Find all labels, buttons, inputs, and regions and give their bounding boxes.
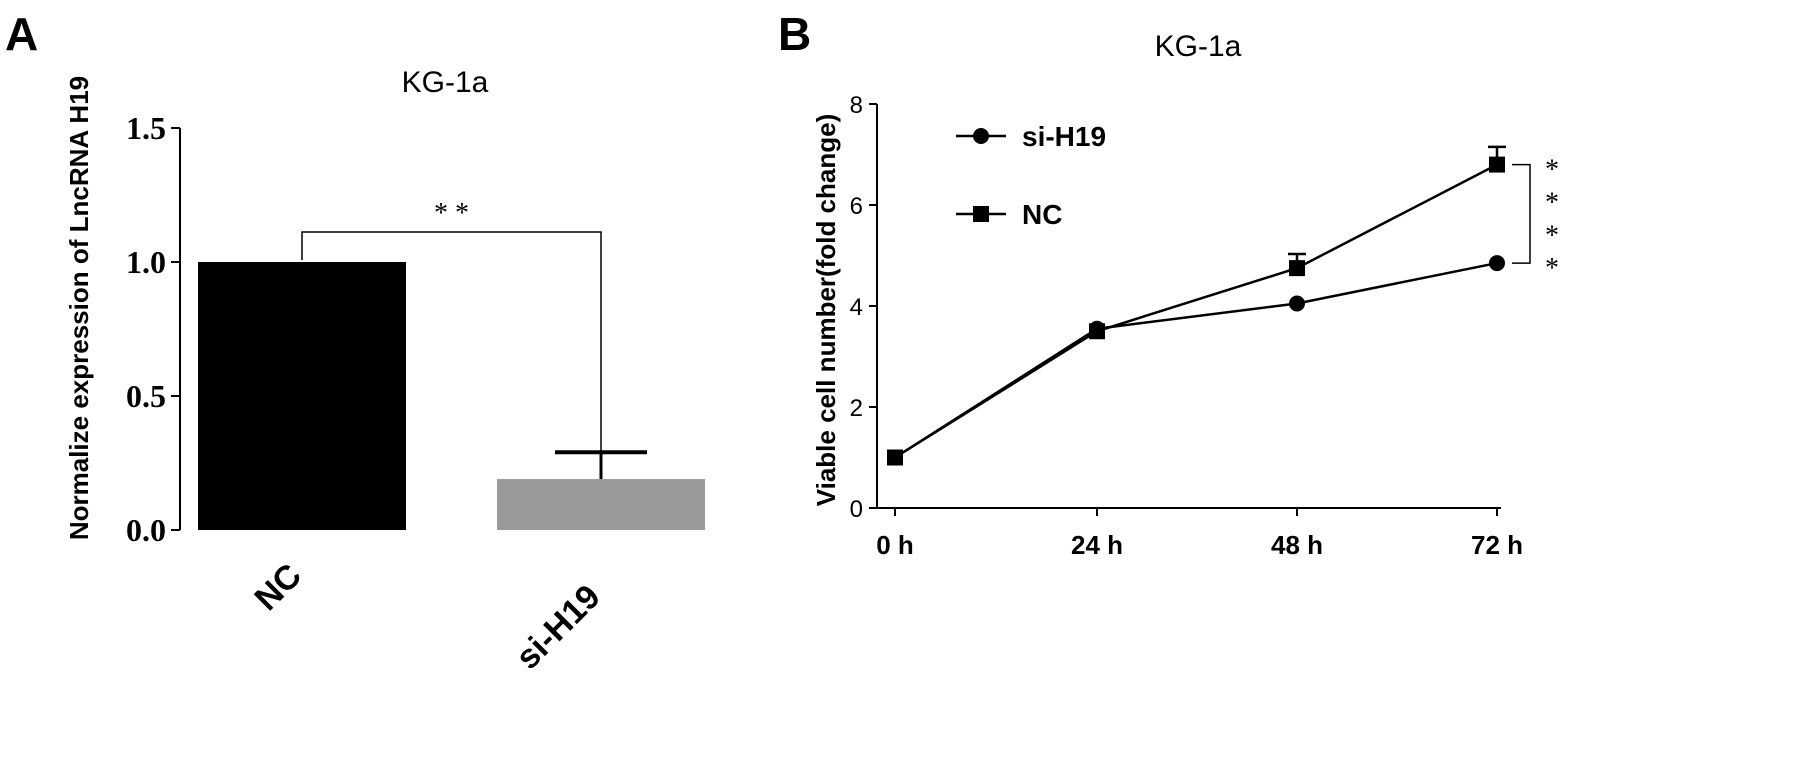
panel-b-label: B — [778, 8, 811, 60]
panel-b-significance-star: * — [1545, 253, 1559, 284]
panel-b-point-nc — [1489, 156, 1505, 173]
panel-b-y-tick-label: 0 — [850, 496, 863, 523]
panel-b-point-nc — [1089, 323, 1105, 340]
panel-a-bars — [198, 262, 705, 530]
panel-a-y-tick-label: 0.0 — [126, 512, 166, 548]
panel-b-y-axis-label: Viable cell number(fold change) — [811, 114, 841, 507]
panel-b-line-nc — [894, 163, 1498, 459]
panel-a-label: A — [5, 8, 38, 60]
panel-b-legend-label: si-H19 — [1022, 121, 1106, 152]
panel-b-significance-star: * — [1545, 155, 1559, 186]
panel-b-x-tick-label: 24 h — [1071, 530, 1123, 560]
panel-b-point-nc — [1289, 260, 1305, 277]
panel-a-bar-chart: A KG-1a Normalize expression of LncRNA H… — [5, 8, 705, 677]
panel-a-significance-line — [301, 231, 602, 453]
panel-a-y-tick-label: 0.5 — [126, 378, 166, 414]
panel-b-legend-marker — [973, 206, 989, 222]
panel-a-x-tick-labels: NC si-H19 — [247, 556, 607, 676]
panel-b-y-tick-label: 6 — [850, 193, 863, 220]
panel-a-x-tick-label: NC — [247, 556, 309, 618]
panel-b-x-axis: 0 h 24 h 48 h 72 h — [876, 507, 1523, 560]
panel-b-x-tick-label: 0 h — [876, 530, 914, 560]
panel-a-significance-stars: * * — [434, 198, 469, 229]
panel-b-series — [887, 145, 1506, 466]
panel-b-significance-star: * — [1545, 220, 1559, 251]
panel-b-y-tick-label: 2 — [850, 395, 863, 422]
panel-b-legend-marker — [973, 128, 989, 144]
panel-b-y-axis: 0 2 4 6 8 — [850, 92, 878, 523]
panel-b-significance-star: * — [1545, 187, 1559, 218]
panel-a-bar-nc — [198, 262, 406, 530]
panel-a-title: KG-1a — [402, 66, 489, 99]
panel-b-x-tick-label: 72 h — [1471, 530, 1523, 560]
panel-b-x-tick-label: 48 h — [1271, 530, 1323, 560]
panel-b-title: KG-1a — [1155, 30, 1242, 63]
panel-b-y-tick-label: 4 — [850, 294, 863, 321]
panel-a-y-axis-label: Normalize expression of LncRNA H19 — [64, 76, 94, 540]
panel-a-significance-bracket: * * — [301, 198, 602, 453]
panel-b-legend-label: NC — [1022, 199, 1062, 230]
panel-b-line-chart: B KG-1a Viable cell number(fold change) … — [778, 8, 1559, 560]
panel-b-point-nc — [887, 449, 903, 466]
panel-a-y-tick-label: 1.0 — [126, 244, 166, 280]
panel-a-x-tick-label: si-H19 — [509, 578, 608, 677]
panel-a-y-axis: 0.0 0.5 1.0 1.5 — [126, 110, 181, 548]
panel-a-y-tick-label: 1.5 — [126, 110, 166, 146]
panel-b-legend: si-H19 NC — [956, 121, 1106, 230]
panel-a-bar-si-h19 — [497, 479, 705, 530]
panel-b-significance-bracket: **** — [1512, 155, 1559, 284]
panel-b-point-si-h19 — [1289, 295, 1305, 312]
panel-b-point-si-h19 — [1489, 255, 1505, 272]
panel-b-significance-line — [1512, 163, 1531, 264]
panel-b-line-si-h19 — [894, 261, 1498, 459]
panel-b-y-tick-label: 8 — [850, 92, 863, 119]
